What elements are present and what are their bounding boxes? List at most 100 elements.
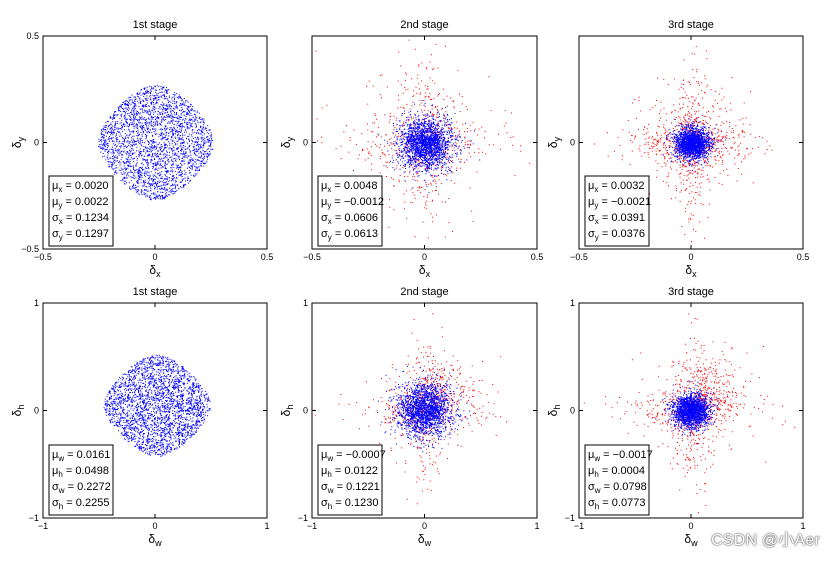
subplot-title: 2nd stage <box>400 19 448 31</box>
x-tick-label: 0 <box>152 252 157 262</box>
subplot-row1-stage1: 1st stage −0.5 0 0.5 −0.5 0 0.5 δx δy μx = 0.0020… <box>10 19 273 279</box>
stats-legend: μx = 0.0032 μy = −0.0021 σx = 0.0391 σy = 0… <box>584 175 651 247</box>
series-stage-2-samples <box>377 365 470 453</box>
stat-mean-x: μx = 0.0032 <box>588 180 645 194</box>
series-stage-1-samples <box>98 84 214 201</box>
y-tick-label: 1 <box>570 298 575 308</box>
x-tick-label: −0.5 <box>34 252 52 262</box>
stats-legend-box <box>317 175 383 247</box>
x-tick-label: 0.5 <box>531 252 544 262</box>
stats-legend: μw = −0.0017 μh = 0.0004 σw = 0.0798 σh = 0… <box>584 444 653 516</box>
stat-std-y: σy = 0.0376 <box>588 228 645 242</box>
csdn-watermark: CSDN @小Aer <box>711 532 820 549</box>
stat-mean-h: μh = 0.0498 <box>52 465 109 479</box>
stat-std-h: σh = 0.2255 <box>52 497 109 511</box>
x-tick-label: −1 <box>38 521 48 531</box>
subplot-title: 2nd stage <box>400 286 448 298</box>
x-axis-label: δx <box>149 263 161 279</box>
scatter-points <box>594 46 773 242</box>
point-cloud <box>377 100 481 194</box>
y-axis-label: δh <box>279 405 295 417</box>
stat-std-w: σw = 0.0798 <box>588 481 647 495</box>
stat-mean-w: μw = 0.0161 <box>52 449 110 463</box>
y-tick-label: 0 <box>34 406 39 416</box>
subplot-row2-stage2: 2nd stage −1 0 1 −1 0 1 δw δh μw = −0.0007 μh = 0.… <box>279 286 540 548</box>
y-tick-label: −1 <box>565 513 575 523</box>
x-axis-label: δx <box>685 263 697 279</box>
series-stage-1-samples <box>103 354 211 457</box>
scatter-points <box>315 39 531 239</box>
stat-std-w: σw = 0.2272 <box>52 481 111 495</box>
stat-mean-x: μx = 0.0020 <box>52 180 109 194</box>
y-tick-label: −1 <box>29 513 39 523</box>
stats-legend-box <box>317 444 383 516</box>
stat-std-y: σy = 0.1297 <box>52 228 109 242</box>
scatter-points <box>103 354 211 457</box>
stats-legend: μx = 0.0020 μy = 0.0022 σx = 0.1234 σy = 0.… <box>48 175 114 247</box>
subplot-row2-stage1: 1st stage −1 0 1 −1 0 1 δw δh μw = 0.0161 μh = 0.0… <box>10 286 270 548</box>
subplot-row2-stage3: 3rd stage −1 0 1 −1 0 1 δw δh μw = −0.0017 μh = 0.… <box>546 286 806 548</box>
x-tick-label: 0.5 <box>261 252 274 262</box>
stat-std-h: σh = 0.1230 <box>321 497 378 511</box>
stat-mean-x: μx = 0.0048 <box>321 180 378 194</box>
stats-legend: μw = −0.0007 μh = 0.0122 σw = 0.1221 σh = 0… <box>317 444 386 516</box>
x-axis-label: δw <box>684 532 698 548</box>
x-axis-label: δw <box>148 532 162 548</box>
y-tick-label: 0 <box>303 406 308 416</box>
stat-std-x: σx = 0.0391 <box>588 212 645 226</box>
y-axis-label: δy <box>10 136 26 148</box>
subplot-title: 3rd stage <box>668 19 714 31</box>
stat-mean-h: μh = 0.0122 <box>321 465 378 479</box>
series-stage-3-samples <box>662 118 727 172</box>
y-tick-label: −0.5 <box>21 244 39 254</box>
subplot-title: 1st stage <box>133 286 178 298</box>
series-stage-2-samples <box>377 100 481 194</box>
y-tick-label: 1 <box>34 298 39 308</box>
x-tick-label: 1 <box>800 521 805 531</box>
stat-mean-w: μw = −0.0007 <box>321 449 386 463</box>
y-tick-label: 0 <box>34 138 39 148</box>
stats-legend-box <box>584 175 650 247</box>
x-tick-label: −1 <box>574 521 584 531</box>
x-tick-label: −0.5 <box>303 252 321 262</box>
x-tick-label: 0 <box>152 521 157 531</box>
subplot-title: 1st stage <box>133 19 178 31</box>
x-tick-label: 0 <box>422 252 427 262</box>
x-tick-label: −0.5 <box>570 252 588 262</box>
point-cloud <box>98 84 214 201</box>
stats-legend-box <box>48 444 114 516</box>
stat-mean-y: μy = 0.0022 <box>52 196 109 210</box>
point-cloud <box>377 365 470 453</box>
scatter-points <box>313 313 508 505</box>
y-tick-label: 0 <box>570 406 575 416</box>
scatter-points <box>583 313 796 514</box>
subplot-title: 3rd stage <box>668 286 714 298</box>
y-tick-label: 0 <box>570 138 575 148</box>
y-axis-label: δy <box>546 136 562 148</box>
y-tick-label: 0.5 <box>26 31 39 41</box>
stat-mean-y: μy = −0.0021 <box>588 196 651 210</box>
stat-std-x: σx = 0.0606 <box>321 212 378 226</box>
x-axis-label: δw <box>418 532 432 548</box>
x-tick-label: 0.5 <box>797 252 810 262</box>
x-tick-label: 1 <box>264 521 269 531</box>
stat-std-h: σh = 0.0773 <box>588 497 645 511</box>
point-cloud <box>655 380 720 444</box>
stats-legend: μx = 0.0048 μy = −0.0012 σx = 0.0606 σy = 0… <box>317 175 384 247</box>
scatter-points <box>98 84 214 201</box>
stat-std-x: σx = 0.1234 <box>52 212 109 226</box>
x-tick-label: 1 <box>534 521 539 531</box>
y-axis-label: δy <box>279 136 295 148</box>
stat-mean-y: μy = −0.0012 <box>321 196 384 210</box>
y-axis-label: δh <box>10 405 26 417</box>
x-tick-label: 0 <box>422 521 427 531</box>
y-tick-label: 0 <box>303 138 308 148</box>
stats-legend: μw = 0.0161 μh = 0.0498 σw = 0.2272 σh = 0.… <box>48 444 114 516</box>
point-cloud <box>662 118 727 172</box>
stat-mean-h: μh = 0.0004 <box>588 465 645 479</box>
stat-std-y: σy = 0.0613 <box>321 228 378 242</box>
x-axis-label: δx <box>419 263 431 279</box>
y-tick-label: −1 <box>298 513 308 523</box>
